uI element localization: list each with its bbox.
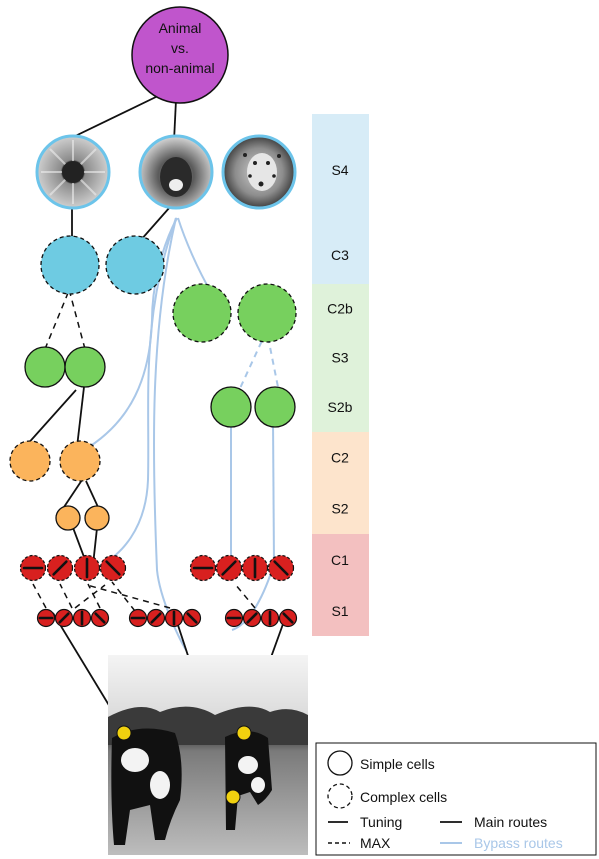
probe-point: [116, 725, 132, 741]
layer-label: S3: [331, 350, 348, 366]
layer-c2: C2: [312, 432, 369, 483]
layer-c3: C3: [312, 226, 369, 284]
layer-label: C3: [331, 247, 349, 263]
s1-unit: [182, 608, 202, 628]
s2b-units: [210, 386, 296, 428]
c1-units: [19, 554, 295, 582]
c1-unit: [99, 554, 127, 582]
layer-label: C2: [331, 450, 349, 466]
c3-units: [40, 235, 165, 295]
layer-label: S4: [331, 162, 348, 178]
s1-unit: [128, 608, 148, 628]
c2b-unit: [172, 283, 232, 343]
s1-units: [36, 608, 298, 628]
s1-unit: [72, 608, 92, 628]
s1-unit: [90, 608, 110, 628]
s1-unit: [260, 608, 280, 628]
max-routes: [32, 292, 256, 612]
c2-units: [9, 440, 101, 482]
c1-unit: [73, 554, 101, 582]
layer-s4: S4: [312, 114, 369, 226]
layer-s3: S3: [312, 333, 369, 382]
c3-unit: [40, 235, 100, 295]
c2-unit: [9, 440, 51, 482]
legend-simple-icon: [327, 750, 353, 776]
s2-unit: [55, 505, 81, 531]
s3-unit: [64, 346, 106, 388]
probe-point: [225, 789, 241, 805]
legend-tuning: Tuning: [360, 814, 402, 830]
c2-unit: [59, 440, 101, 482]
layer-label: S2b: [328, 399, 353, 415]
c1-unit: [241, 554, 269, 582]
s1-unit: [54, 608, 74, 628]
s2b-unit: [254, 386, 296, 428]
legend-complex-cells: Complex cells: [360, 789, 447, 805]
c2b-units: [172, 283, 297, 343]
s4-image-leopard: [221, 134, 297, 210]
probe-point: [236, 725, 252, 741]
c1-unit: [19, 554, 47, 582]
s4-image-lion: [138, 134, 214, 210]
legend-simple-cells: Simple cells: [360, 756, 435, 772]
legend-complex-icon: [327, 783, 353, 809]
s1-unit: [36, 608, 56, 628]
s1-unit: [146, 608, 166, 628]
c1-unit: [46, 554, 74, 582]
top-node-line3: non-animal: [145, 60, 214, 76]
s3-unit: [24, 346, 66, 388]
layer-bars: S4 C3 C2b S3 S2b C2 S2 C1 S1: [312, 114, 369, 636]
layer-label: S2: [331, 501, 348, 517]
s1-unit: [278, 608, 298, 628]
legend-max: MAX: [360, 835, 391, 851]
c1-unit: [189, 554, 217, 582]
legend-bypass-routes: Bypass routes: [474, 835, 563, 851]
c1-unit: [267, 554, 295, 582]
layer-label: C1: [331, 552, 349, 568]
layer-s2: S2: [312, 483, 369, 534]
top-node-line2: vs.: [171, 40, 189, 56]
layer-label: C2b: [327, 301, 353, 317]
input-cow-photo: [108, 655, 308, 855]
s2-unit: [84, 505, 110, 531]
legend: Simple cells Complex cells Tuning MAX Ma…: [315, 742, 597, 856]
s2-units: [55, 505, 110, 531]
c1-unit: [215, 554, 243, 582]
layer-label: S1: [331, 603, 348, 619]
layer-c1: C1: [312, 534, 369, 586]
legend-main-routes: Main routes: [474, 814, 547, 830]
s2b-unit: [210, 386, 252, 428]
s3-units: [24, 346, 106, 388]
animal-vs-non-animal-node: Animal vs. non-animal: [131, 6, 229, 104]
c3-unit: [105, 235, 165, 295]
layer-c2b: C2b: [312, 284, 369, 333]
s1-unit: [164, 608, 184, 628]
c2b-unit: [237, 283, 297, 343]
s1-unit: [242, 608, 262, 628]
layer-s1: S1: [312, 586, 369, 636]
top-node-line1: Animal: [159, 20, 202, 36]
s1-unit: [224, 608, 244, 628]
s4-image-sunflower: [35, 134, 111, 210]
layer-s2b: S2b: [312, 382, 369, 432]
